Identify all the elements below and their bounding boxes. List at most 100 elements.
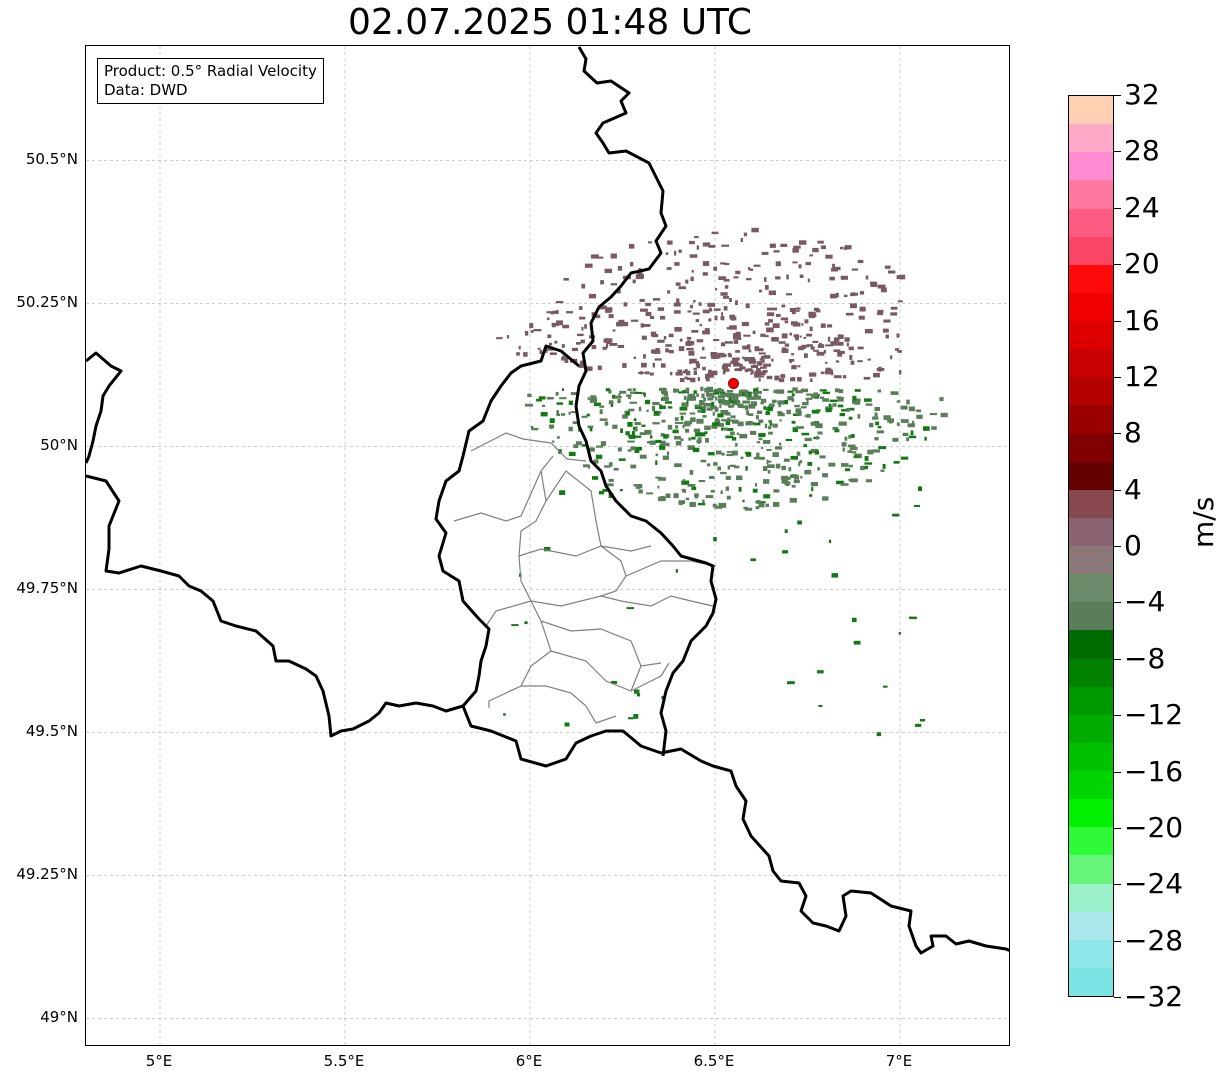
echo-pixel: [748, 391, 751, 397]
echo-pixel: [629, 401, 637, 404]
echo-pixel: [684, 369, 688, 372]
echo-pixel: [732, 403, 735, 408]
echo-pixel: [827, 324, 833, 328]
echo-pixel: [570, 411, 578, 414]
echo-pixel: [806, 344, 813, 347]
echo-pixel: [710, 489, 715, 493]
echo-pixel: [864, 456, 869, 461]
echo-pixel: [766, 410, 769, 416]
echo-pixel: [644, 429, 652, 435]
echo-pixel: [623, 302, 628, 307]
colorbar-segment: [1069, 433, 1113, 462]
echo-pixel: [703, 402, 712, 407]
echo-pixel: [863, 376, 871, 380]
colorbar-tick-label: −24: [1124, 867, 1184, 901]
echo-pixel: [627, 388, 632, 392]
echo-pixel: [738, 403, 743, 408]
colorbar-tick-label: −12: [1124, 698, 1184, 732]
echo-pixel: [857, 360, 863, 363]
echo-pixel: [880, 287, 887, 293]
echo-pixel: [764, 423, 768, 429]
echo-pixel: [664, 391, 669, 397]
echo-pixel: [772, 502, 780, 507]
product-label: Product: 0.5° Radial Velocity: [104, 62, 317, 80]
echo-pixel: [786, 293, 792, 296]
radar-site-marker[interactable]: [728, 377, 739, 389]
colorbar-segment: [1069, 180, 1113, 209]
echo-pixel: [739, 389, 746, 395]
echo-pixel: [691, 436, 696, 440]
echo-pixel: [763, 494, 771, 499]
echo-pixel: [715, 308, 718, 311]
echo-pixel: [581, 415, 588, 418]
echo-pixel: [876, 430, 884, 434]
echo-pixel: [753, 422, 761, 426]
echo-pixel: [784, 529, 788, 534]
echo-pixel: [754, 456, 760, 460]
echo-pixel: [689, 254, 698, 258]
echo-pixel: [555, 391, 559, 396]
echo-pixel: [639, 298, 645, 302]
echo-pixel: [878, 366, 882, 372]
echo-pixel: [604, 338, 608, 342]
echo-pixel: [600, 280, 604, 285]
echo-pixel: [596, 454, 603, 459]
echo-pixel: [835, 292, 839, 298]
canton-border: [545, 470, 602, 547]
echo-pixel: [715, 396, 718, 401]
colorbar-tick-label: 16: [1124, 303, 1160, 337]
echo-pixel: [696, 363, 700, 369]
echo-pixel: [822, 496, 829, 501]
colorbar-tick-mark: [1114, 940, 1121, 942]
colorbar-segment: [1069, 630, 1113, 659]
echo-pixel: [686, 347, 694, 351]
echo-pixel: [659, 445, 666, 450]
echo-pixel: [874, 412, 878, 417]
echo-pixel: [774, 446, 782, 450]
echo-pixel: [496, 337, 503, 340]
echo-pixel: [775, 261, 781, 267]
echo-pixel: [854, 389, 861, 392]
echo-pixel: [689, 240, 695, 245]
echo-pixel: [780, 243, 788, 247]
echo-pixel: [650, 331, 657, 337]
echo-pixel: [727, 352, 731, 356]
echo-pixel: [799, 335, 802, 338]
echo-pixel: [581, 283, 586, 289]
echo-pixel: [645, 302, 651, 307]
echo-pixel: [803, 444, 807, 448]
echo-pixel: [758, 352, 766, 355]
echo-pixel: [844, 245, 852, 250]
echo-pixel: [701, 409, 706, 413]
echo-pixel: [690, 419, 694, 422]
echo-pixel: [801, 344, 810, 348]
echo-pixel: [793, 322, 801, 327]
echo-pixel: [694, 236, 699, 239]
echo-pixel: [848, 416, 853, 420]
echo-pixel: [910, 430, 914, 436]
border-lu-be: [434, 344, 580, 707]
echo-pixel: [872, 416, 879, 420]
colorbar-tick-label: 12: [1124, 359, 1160, 393]
echo-pixel: [678, 500, 686, 504]
echo-pixel: [825, 408, 832, 413]
colorbar-tick-label: −8: [1124, 641, 1166, 675]
echo-pixel: [809, 372, 817, 377]
echo-pixel: [632, 388, 636, 391]
border-be-fr: [86, 474, 464, 738]
echo-pixel: [679, 378, 685, 383]
echo-pixel: [764, 335, 769, 338]
colorbar-segment: [1069, 152, 1113, 181]
echo-pixel: [674, 250, 677, 256]
echo-pixel: [767, 464, 775, 468]
map-frame[interactable]: [85, 45, 1010, 1046]
echo-pixel: [674, 327, 682, 332]
map-canvas[interactable]: [86, 46, 1010, 1046]
echo-pixel: [578, 364, 584, 368]
echo-pixel: [818, 705, 823, 707]
canton-border: [600, 545, 627, 597]
echo-pixel: [668, 333, 674, 338]
echo-pixel: [735, 300, 738, 305]
echo-pixel: [586, 413, 590, 417]
echo-pixel: [791, 420, 796, 424]
